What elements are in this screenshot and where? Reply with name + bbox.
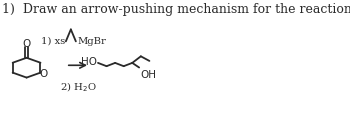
Text: 2) H$_2$O: 2) H$_2$O	[60, 80, 96, 94]
Text: O: O	[40, 69, 48, 79]
Text: MgBr: MgBr	[77, 37, 106, 46]
Text: O: O	[22, 39, 31, 49]
Text: 1)  Draw an arrow-pushing mechanism for the reaction shown below.: 1) Draw an arrow-pushing mechanism for t…	[2, 3, 350, 16]
Text: HO: HO	[80, 57, 97, 67]
Text: 1) xs: 1) xs	[41, 37, 65, 46]
Text: OH: OH	[140, 71, 156, 80]
